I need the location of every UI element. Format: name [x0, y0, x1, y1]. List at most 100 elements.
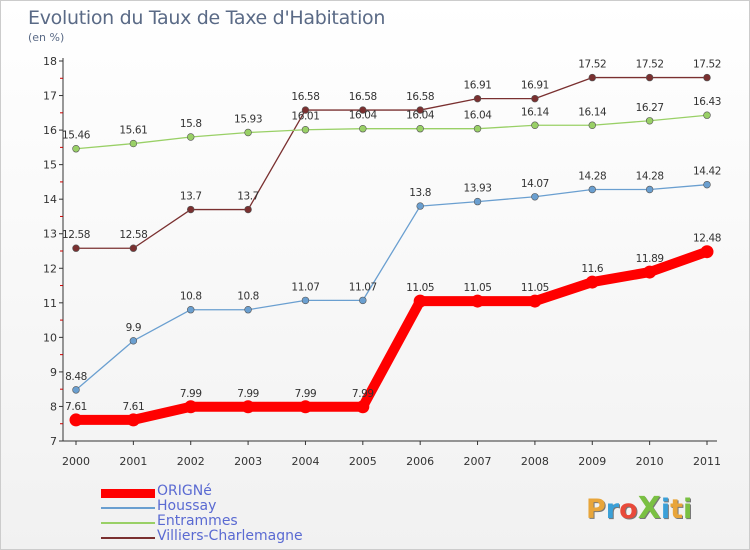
data-point [416, 202, 424, 210]
y-tick-label: 11 [43, 297, 57, 310]
data-point [359, 125, 367, 133]
data-point [703, 73, 711, 82]
y-tick-label: 12 [43, 262, 57, 275]
data-point [531, 94, 539, 103]
legend-label: Houssay [157, 498, 217, 514]
y-tick-label: 13 [43, 228, 57, 241]
data-label: 11.07 [349, 281, 377, 293]
data-point [473, 125, 482, 133]
data-point [241, 400, 255, 414]
data-point [359, 296, 367, 305]
legend-label: Villiers-Charlemagne [157, 528, 303, 544]
x-tick-label: 2009 [578, 455, 606, 468]
data-point [187, 205, 195, 214]
x-tick-label: 2000 [62, 455, 90, 468]
data-label: 15.46 [62, 130, 91, 142]
legend-label: ORIGNé [157, 483, 212, 499]
data-label: 13.7 [237, 191, 259, 203]
data-label: 11.05 [521, 282, 549, 294]
data-label: 15.8 [180, 118, 202, 130]
data-point [301, 126, 310, 134]
data-label: 7.61 [65, 401, 87, 413]
series-line-entrammes [75, 114, 708, 150]
data-label: 13.7 [180, 191, 202, 203]
data-point [703, 180, 711, 189]
series-line-houssay [75, 184, 708, 391]
x-tick-label: 2010 [636, 455, 664, 468]
data-label: 8.48 [65, 371, 87, 383]
y-tick-label: 10 [43, 331, 57, 344]
data-label: 14.07 [521, 178, 549, 190]
legend-swatch [101, 522, 155, 524]
data-point [301, 296, 310, 305]
x-tick-label: 2003 [234, 455, 262, 468]
y-tick-label: 16 [43, 124, 57, 137]
x-tick-label: 2007 [464, 455, 492, 468]
data-point [588, 185, 596, 194]
y-tick-label: 15 [43, 159, 57, 172]
data-label: 7.99 [295, 388, 317, 400]
data-label: 17.52 [578, 59, 606, 71]
data-point [416, 125, 424, 133]
data-point [129, 139, 138, 148]
data-point [187, 306, 195, 314]
data-point [645, 185, 654, 194]
x-tick-label: 2011 [693, 455, 721, 468]
x-tick-label: 2004 [291, 455, 319, 468]
data-point [298, 400, 312, 414]
data-label: 16.01 [291, 111, 319, 123]
data-point [413, 294, 427, 308]
x-tick-label: 2005 [349, 455, 377, 468]
data-point [471, 294, 485, 308]
data-label: 16.14 [521, 106, 550, 118]
data-point [585, 275, 599, 289]
data-label: 7.99 [352, 388, 374, 400]
data-label: 7.99 [180, 388, 202, 400]
data-point [531, 121, 539, 129]
data-label: 16.43 [693, 96, 721, 108]
chart-title: Evolution du Taux de Taxe d'Habitation [28, 7, 386, 29]
data-point [359, 106, 367, 114]
data-point [528, 294, 542, 308]
data-point [588, 121, 596, 129]
data-point [703, 111, 711, 119]
data-label: 16.04 [406, 110, 435, 122]
y-tick-label: 17 [43, 90, 57, 103]
data-point [356, 400, 370, 414]
data-label: 7.99 [237, 388, 259, 400]
data-point [244, 306, 252, 314]
x-tick-label: 2006 [406, 455, 434, 468]
data-label: 15.61 [119, 125, 147, 137]
data-label: 16.58 [406, 91, 434, 103]
series-line-orign- [71, 246, 712, 425]
data-label: 11.6 [581, 263, 603, 275]
legend-swatch [101, 537, 155, 539]
y-tick-label: 9 [50, 366, 57, 379]
data-point [588, 73, 596, 82]
data-point [301, 106, 310, 114]
data-point [645, 73, 654, 82]
data-label: 14.28 [636, 171, 664, 183]
data-point [645, 117, 654, 125]
data-label: 16.91 [464, 80, 492, 92]
data-label: 14.42 [693, 166, 721, 178]
legend-swatch [101, 488, 155, 498]
legend-swatch [101, 507, 155, 509]
data-point [129, 244, 138, 252]
data-point [129, 337, 138, 345]
data-point [531, 193, 539, 201]
data-label: 16.58 [349, 91, 377, 103]
data-label: 14.28 [578, 171, 606, 183]
data-label: 13.8 [409, 187, 431, 199]
data-label: 15.93 [234, 114, 262, 126]
data-point [69, 413, 83, 427]
data-label: 16.58 [291, 91, 319, 103]
data-point [72, 386, 80, 394]
data-label: 10.8 [237, 291, 259, 303]
series-line-villiers-charlemagne [75, 76, 708, 249]
x-tick-label: 2008 [521, 455, 549, 468]
data-point [643, 265, 657, 279]
data-label: 11.05 [406, 282, 434, 294]
y-tick-label: 14 [43, 193, 57, 206]
